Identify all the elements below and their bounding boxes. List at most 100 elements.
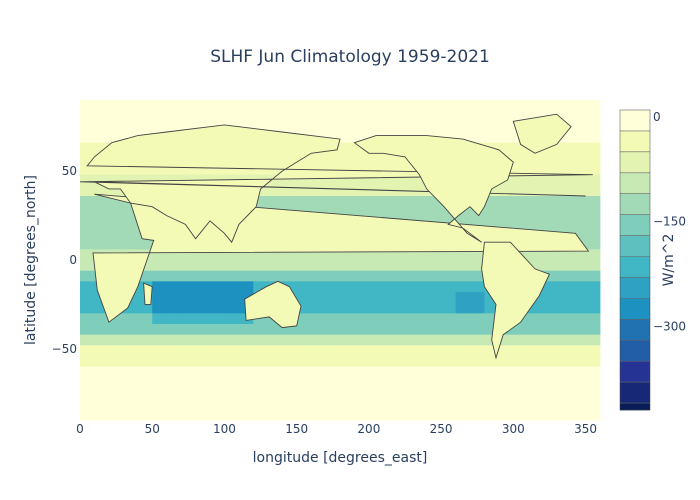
field-cell	[108, 164, 124, 176]
field-cell	[94, 206, 110, 218]
field-cell	[455, 270, 471, 282]
field-cell	[80, 164, 95, 176]
field-cell	[383, 356, 399, 368]
field-cell	[354, 334, 370, 346]
field-cell	[397, 388, 413, 400]
field-cell	[123, 324, 139, 336]
field-cell	[513, 345, 529, 357]
field-cell	[556, 185, 572, 197]
field-cell	[267, 409, 283, 421]
colorbar-band	[620, 403, 650, 411]
field-cell	[441, 334, 456, 346]
field-cell	[412, 302, 428, 314]
field-cell	[556, 196, 572, 208]
field-cell	[181, 334, 196, 346]
field-cell	[412, 206, 428, 218]
field-cell	[253, 388, 269, 400]
field-cell	[80, 174, 95, 186]
field-cell	[484, 324, 500, 336]
field-cell	[238, 388, 254, 400]
field-cell	[267, 185, 283, 197]
field-cell	[166, 366, 182, 378]
field-cell	[123, 100, 139, 112]
field-cell	[166, 345, 182, 357]
field-cell	[412, 398, 428, 410]
field-cell	[556, 249, 572, 261]
field-cell	[80, 366, 95, 378]
field-cell	[556, 324, 572, 336]
field-cell	[571, 110, 586, 122]
field-cell	[513, 110, 529, 122]
field-cell	[238, 292, 254, 304]
field-cell	[123, 228, 139, 240]
field-cell	[585, 228, 601, 240]
field-cell	[123, 238, 139, 250]
field-cell	[383, 409, 399, 421]
field-cell	[383, 281, 399, 293]
field-cell	[426, 121, 442, 133]
field-cell	[397, 174, 413, 186]
field-cell	[311, 100, 326, 112]
field-cell	[325, 313, 341, 325]
field-cell	[383, 153, 399, 165]
field-cell	[152, 313, 168, 325]
field-cell	[354, 366, 370, 378]
field-cell	[340, 196, 355, 208]
field-cell	[585, 217, 601, 229]
field-cell	[94, 142, 110, 154]
field-cell	[354, 121, 370, 133]
field-cell	[368, 292, 384, 304]
field-cell	[108, 334, 124, 346]
field-cell	[137, 110, 153, 122]
field-cell	[484, 388, 500, 400]
field-cell	[210, 398, 225, 410]
field-cell	[484, 217, 500, 229]
field-cell	[181, 110, 196, 122]
field-cell	[527, 110, 543, 122]
field-cell	[267, 100, 283, 112]
colorbar-tick-label: −150	[653, 215, 686, 229]
field-cell	[181, 388, 196, 400]
field-cell	[542, 100, 558, 112]
field-cell	[267, 356, 283, 368]
field-cell	[513, 398, 529, 410]
field-cell	[412, 196, 428, 208]
field-cell	[181, 313, 196, 325]
field-cell	[498, 217, 514, 229]
field-cell	[441, 324, 456, 336]
field-cell	[108, 356, 124, 368]
field-cell	[513, 366, 529, 378]
field-cell	[455, 292, 471, 304]
field-cell	[325, 398, 341, 410]
field-cell	[571, 345, 586, 357]
field-cell	[368, 260, 384, 272]
field-cell	[340, 174, 355, 186]
field-cell	[238, 121, 254, 133]
field-cell	[238, 249, 254, 261]
field-cell	[210, 388, 225, 400]
field-cell	[152, 164, 168, 176]
field-cell	[80, 313, 95, 325]
field-cell	[571, 228, 586, 240]
field-cell	[354, 302, 370, 314]
field-cell	[498, 142, 514, 154]
field-cell	[513, 142, 529, 154]
field-cell	[224, 270, 240, 282]
field-cell	[94, 409, 110, 421]
field-cell	[397, 164, 413, 176]
field-cell	[340, 270, 355, 282]
field-cell	[152, 324, 168, 336]
field-cell	[513, 388, 529, 400]
field-cell	[181, 260, 196, 272]
field-cell	[513, 377, 529, 389]
field-cell	[470, 356, 485, 368]
field-cell	[354, 388, 370, 400]
field-cell	[397, 121, 413, 133]
field-cell	[571, 377, 586, 389]
field-cell	[426, 398, 442, 410]
field-cell	[585, 313, 601, 325]
field-cell	[166, 121, 182, 133]
field-cell	[224, 356, 240, 368]
field-cell	[354, 292, 370, 304]
field-cell	[354, 324, 370, 336]
